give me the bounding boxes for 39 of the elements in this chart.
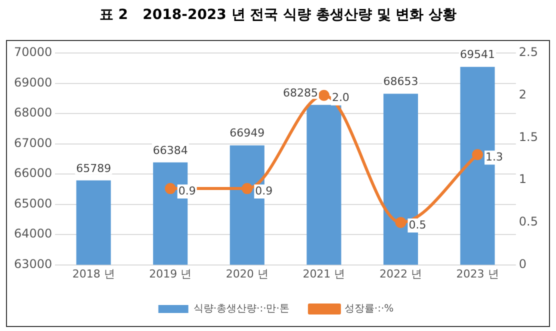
data-label: 68285: [282, 86, 318, 100]
data-label: 0.5: [408, 218, 426, 232]
point: [242, 183, 253, 194]
y2-tick-label: 1: [518, 172, 527, 186]
x-tick-label: 2020 년: [226, 267, 268, 280]
x-tick-label: 2019 년: [149, 267, 192, 280]
data-label: 68653: [383, 75, 418, 88]
data-label: 65789: [76, 162, 112, 175]
data-label: 2.0: [332, 91, 350, 104]
y2-tick-label: 2.5: [518, 45, 538, 60]
y-tick-label: 65000: [14, 196, 52, 210]
data-label: 1.3: [486, 150, 504, 164]
point: [164, 183, 176, 194]
point: [395, 216, 406, 228]
legend-label: 식량·총생산량·:·만·톤: [193, 304, 290, 315]
x-tick-label: 2021 년: [302, 267, 346, 280]
x-tick-label: 2018 년: [72, 267, 115, 280]
y2-tick-label: 0.5: [518, 214, 538, 229]
y-tick-label: 70000: [14, 45, 52, 60]
data-label: 66384: [152, 144, 188, 157]
y-tick-label: 64000: [14, 226, 52, 241]
y2-tick-label: 1.5: [518, 130, 538, 144]
chart-title: 표 2 2018-2023 년 전국 식량 총생산량 및 변화 상황: [98, 6, 458, 24]
data-label: 0.9: [255, 184, 273, 198]
y-tick-label: 63000: [14, 256, 52, 271]
point: [318, 90, 330, 101]
legend-label: 성장률·:·%: [344, 304, 394, 315]
y-tick-label: 66000: [14, 166, 52, 180]
y2-tick-label: 2: [518, 87, 527, 102]
data-label: 66949: [230, 126, 265, 140]
data-label: 69541: [460, 48, 496, 62]
x-tick-label: 2023 년: [456, 267, 499, 280]
data-label: 0.9: [178, 184, 196, 198]
y-tick-label: 68000: [14, 106, 52, 120]
y-tick-label: 67000: [14, 136, 52, 150]
x-tick-label: 2022 년: [379, 267, 422, 280]
y2-tick-label: 0: [518, 256, 527, 271]
y-tick-label: 69000: [14, 75, 52, 90]
point: [472, 149, 484, 160]
